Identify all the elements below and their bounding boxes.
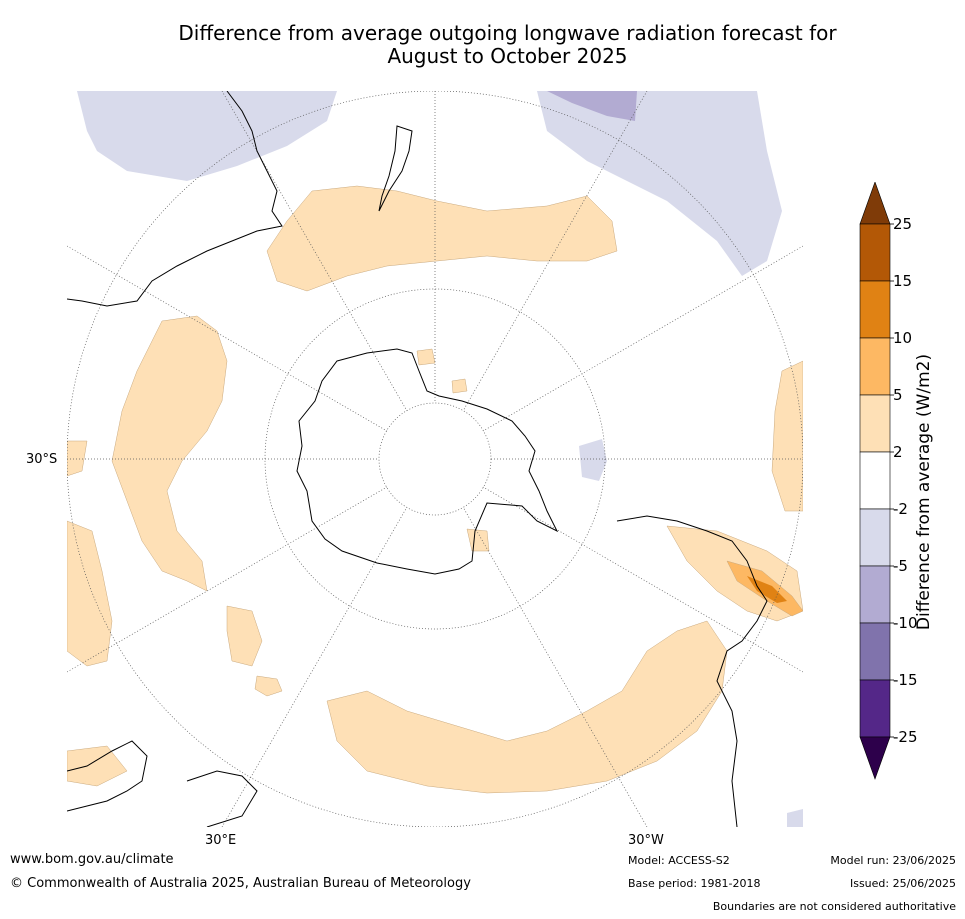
coastlines [67,91,768,827]
strong-positive-anomaly [726,560,803,617]
madagascar-coast [186,770,258,827]
colorbar-extend-bottom [859,736,891,780]
colorbar-segment [859,679,891,738]
title-line-1: Difference from average outgoing longwav… [178,21,837,45]
australia-coast [67,91,283,307]
colorbar-label: Difference from average (W/m2) [914,353,934,631]
colorbar-tick-label: -2 [893,500,908,518]
colorbar-svg: 25 15 10 5 2 -2 -5 -10 -15 -25 [859,181,918,780]
colorbar-segment [859,451,891,510]
colorbar-segment [859,337,891,396]
title-line-2: August to October 2025 [387,44,628,68]
new-zealand-coast [378,125,413,212]
colorbar-extend-top [859,181,891,225]
colorbar-segment [859,394,891,453]
colorbar-tick-label: 5 [893,386,903,404]
africa-coast [67,740,148,812]
colorbar-tick-label: -15 [893,671,918,689]
footer-issued: Issued: 25/06/2025 [849,877,956,890]
polar-map [67,91,803,827]
colorbar-tick-label: -10 [893,614,918,632]
lon-label-30w: 30°W [628,833,664,848]
lat-label-30s: 30°S [26,452,58,467]
colorbar-tick-label: 25 [893,215,912,233]
footer-base-period: Base period: 1981-2018 [628,877,761,890]
south-america-coast [616,515,768,827]
colorbar: 25 15 10 5 2 -2 -5 -10 -15 -25 [855,181,965,782]
negative-anomaly-regions [77,91,803,827]
lon-label-30e: 30°E [205,833,237,848]
colorbar-tick-label: 2 [893,443,903,461]
footer-copyright: © Commonwealth of Australia 2025, Austra… [10,876,471,891]
footer-model: Model: ACCESS-S2 [628,854,730,867]
colorbar-segment [859,280,891,339]
map-title: Difference from average outgoing longwav… [100,22,915,68]
footer-disclaimer: Boundaries are not considered authoritat… [712,900,956,913]
colorbar-segment [859,223,891,282]
colorbar-segment [859,565,891,624]
map-svg [67,91,803,827]
colorbar-tick-label: -25 [893,728,918,746]
footer-model-run: Model run: 23/06/2025 [830,854,956,867]
graticule [67,91,803,827]
colorbar-segment [859,508,891,567]
antarctica-coast [296,348,559,575]
colorbar-tick-label: 15 [893,272,912,290]
colorbar-tick-label: 10 [893,329,912,347]
footer-url[interactable]: www.bom.gov.au/climate [10,852,174,867]
colorbar-segment [859,622,891,681]
negative-anomaly-core [547,91,637,121]
colorbar-tick-label: -5 [893,557,908,575]
